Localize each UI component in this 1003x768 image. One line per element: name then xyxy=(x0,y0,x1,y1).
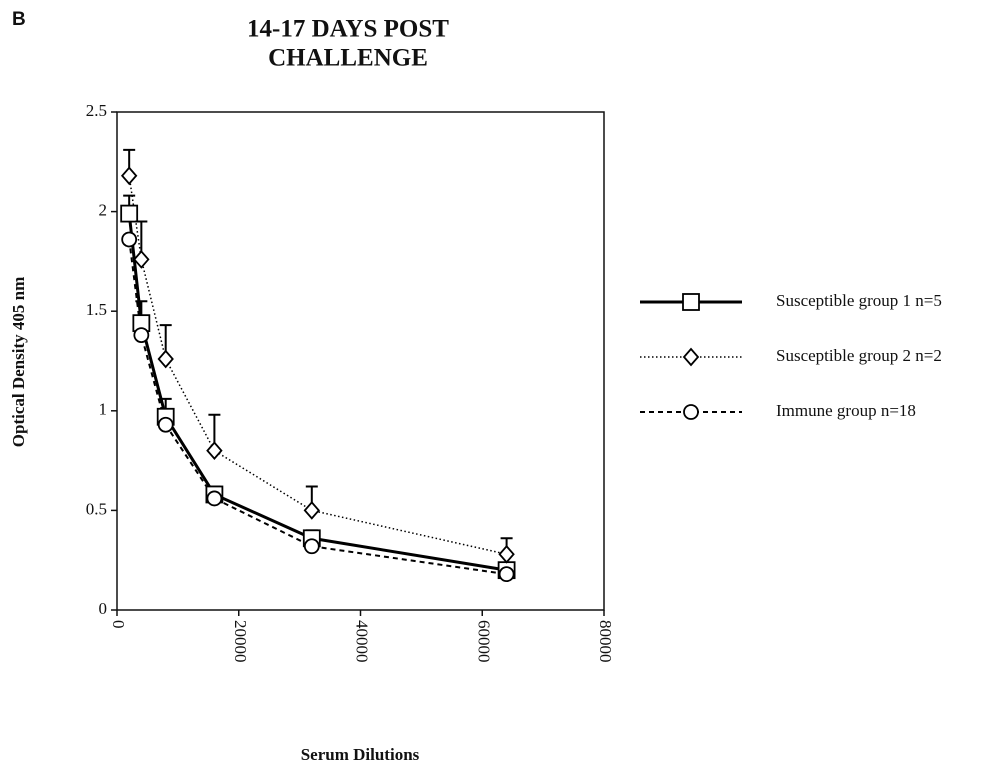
marker xyxy=(206,490,223,507)
marker xyxy=(133,327,150,344)
marker xyxy=(120,166,138,186)
legend-label: Susceptible group 1 n=5 xyxy=(776,291,942,310)
y-tick-label: 1 xyxy=(99,400,108,419)
y-tick-label: 2.5 xyxy=(86,101,107,120)
series-line xyxy=(128,239,507,576)
marker xyxy=(498,544,515,564)
y-tick-label: 0.5 xyxy=(86,499,107,518)
marker xyxy=(133,250,150,269)
plot-frame xyxy=(116,111,605,611)
marker xyxy=(683,404,699,420)
x-axis-label: Serum Dilutions xyxy=(301,745,420,764)
y-tick-label: 0 xyxy=(99,599,108,618)
y-axis-label: Optical Density 405 nm xyxy=(9,277,28,447)
series-line xyxy=(128,175,507,555)
panel-label: B xyxy=(12,9,26,30)
chart-title: CHALLENGE xyxy=(268,45,428,72)
x-tick-label: 60000 xyxy=(474,620,493,663)
marker xyxy=(303,501,320,520)
y-tick-label: 1.5 xyxy=(86,300,107,319)
marker xyxy=(120,204,139,223)
x-tick-label: 0 xyxy=(109,620,128,629)
series-line xyxy=(127,213,507,572)
marker xyxy=(498,566,515,583)
legend-label: Immune group n=18 xyxy=(776,401,916,420)
x-tick-label: 20000 xyxy=(231,620,250,663)
marker xyxy=(157,349,174,369)
marker xyxy=(303,538,320,555)
marker xyxy=(682,347,700,367)
marker xyxy=(121,231,138,248)
y-tick-label: 2 xyxy=(99,201,108,220)
marker xyxy=(206,441,223,461)
x-tick-label: 40000 xyxy=(353,620,372,663)
x-tick-label: 80000 xyxy=(596,620,615,663)
marker xyxy=(157,416,174,433)
legend-label: Susceptible group 2 n=2 xyxy=(776,346,942,365)
chart-title: 14-17 DAYS POST xyxy=(247,16,449,43)
marker xyxy=(682,293,700,311)
